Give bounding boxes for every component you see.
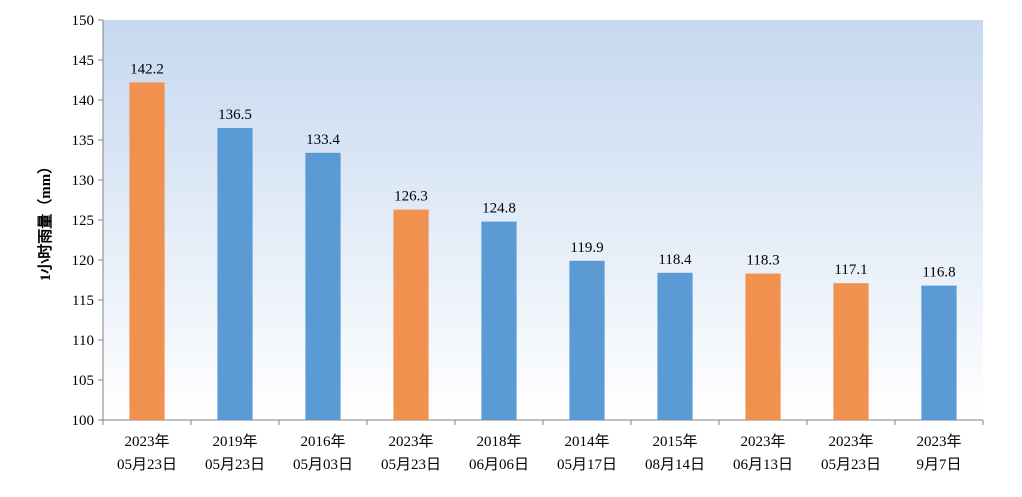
- y-tick-label: 110: [72, 333, 94, 349]
- data-label: 117.1: [834, 262, 867, 278]
- x-category-label-year: 2023年: [828, 433, 873, 450]
- data-label: 119.9: [570, 240, 603, 256]
- x-category-label-date: 06月13日: [733, 457, 793, 473]
- x-category-label-date: 05月23日: [205, 457, 265, 473]
- y-tick-label: 100: [72, 413, 95, 429]
- y-tick-label: 105: [72, 373, 95, 389]
- x-category-label-year: 2023年: [916, 433, 961, 450]
- data-label: 133.4: [306, 132, 340, 148]
- x-category-label-date: 9月7日: [916, 457, 961, 473]
- bar: [569, 260, 605, 420]
- y-tick-label: 135: [72, 133, 95, 149]
- x-category-label-date: 08月14日: [645, 457, 705, 473]
- y-axis-label: 1小时雨量（mm）: [36, 159, 54, 282]
- y-tick-label: 150: [72, 13, 95, 29]
- x-category-label-year: 2018年: [476, 433, 521, 450]
- y-tick-label: 125: [72, 213, 95, 229]
- x-category-label-date: 05月23日: [381, 457, 441, 473]
- data-label: 126.3: [394, 189, 428, 205]
- data-label: 116.8: [922, 265, 955, 281]
- y-tick-label: 130: [72, 173, 95, 189]
- x-category-label-year: 2015年: [652, 433, 697, 450]
- x-category-label-date: 05月23日: [117, 457, 177, 473]
- bar: [921, 285, 957, 420]
- x-category-label-year: 2014年: [564, 433, 609, 450]
- x-category-label-date: 05月03日: [293, 457, 353, 473]
- x-category-label-year: 2019年: [212, 433, 257, 450]
- y-tick-label: 145: [72, 53, 95, 69]
- data-label: 118.4: [658, 252, 692, 268]
- x-category-label-year: 2023年: [124, 433, 169, 450]
- data-label: 142.2: [130, 61, 164, 77]
- data-label: 118.3: [746, 253, 779, 269]
- bar: [129, 82, 165, 421]
- y-tick-label: 120: [72, 253, 95, 269]
- bar: [481, 221, 517, 420]
- x-category-label-date: 05月23日: [821, 457, 881, 473]
- x-category-label-year: 2023年: [388, 433, 433, 450]
- bar: [393, 209, 429, 420]
- x-category-label-date: 06月06日: [469, 457, 529, 473]
- y-tick-label: 115: [72, 293, 94, 309]
- x-category-label-date: 05月17日: [557, 457, 617, 473]
- data-label: 124.8: [482, 201, 516, 217]
- bar: [217, 128, 253, 420]
- y-tick-label: 140: [72, 93, 95, 109]
- x-category-label-year: 2023年: [740, 433, 785, 450]
- bar: [745, 273, 781, 420]
- data-label: 136.5: [218, 107, 252, 123]
- bar: [305, 152, 341, 421]
- bar: [657, 272, 693, 420]
- x-category-label-year: 2016年: [300, 433, 345, 450]
- bar: [833, 283, 869, 420]
